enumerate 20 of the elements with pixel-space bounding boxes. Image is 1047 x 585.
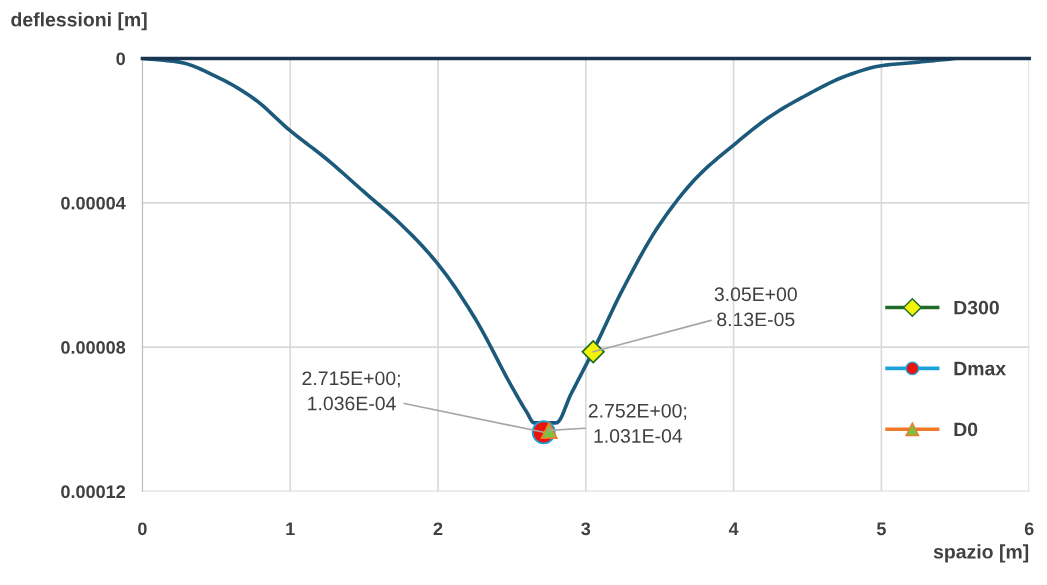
y-tick-label: 0.00012 xyxy=(61,485,126,499)
x-tick-label: 6 xyxy=(1024,522,1034,536)
point xyxy=(581,340,605,364)
y-tick-label: 0 xyxy=(116,52,125,66)
x-tick-label: 5 xyxy=(876,522,886,536)
annotation: 2.715E+00; 1.036E-04 xyxy=(302,371,400,411)
y-tick-label: 0.00008 xyxy=(61,341,126,354)
legend-label: D300 xyxy=(954,300,999,315)
legend-label: D0 xyxy=(954,422,978,437)
legend-label: Dmax xyxy=(954,361,1007,376)
annotation: 2.752E+00; 1.031E-04 xyxy=(588,403,687,443)
x-tick-label: 4 xyxy=(728,522,739,536)
y-axis-title: deflessioni [m] xyxy=(11,12,147,31)
annotation: 3.05E+00 8.13E-05 xyxy=(714,287,797,327)
x-axis-title: spazio [m] xyxy=(933,544,1029,563)
x-tick-label: 1 xyxy=(286,522,295,536)
y-tick-label: 0.00004 xyxy=(61,196,126,210)
x-tick-label: 2 xyxy=(433,522,443,536)
x-tick-label: 3 xyxy=(581,522,591,536)
x-tick-label: 0 xyxy=(138,522,147,536)
